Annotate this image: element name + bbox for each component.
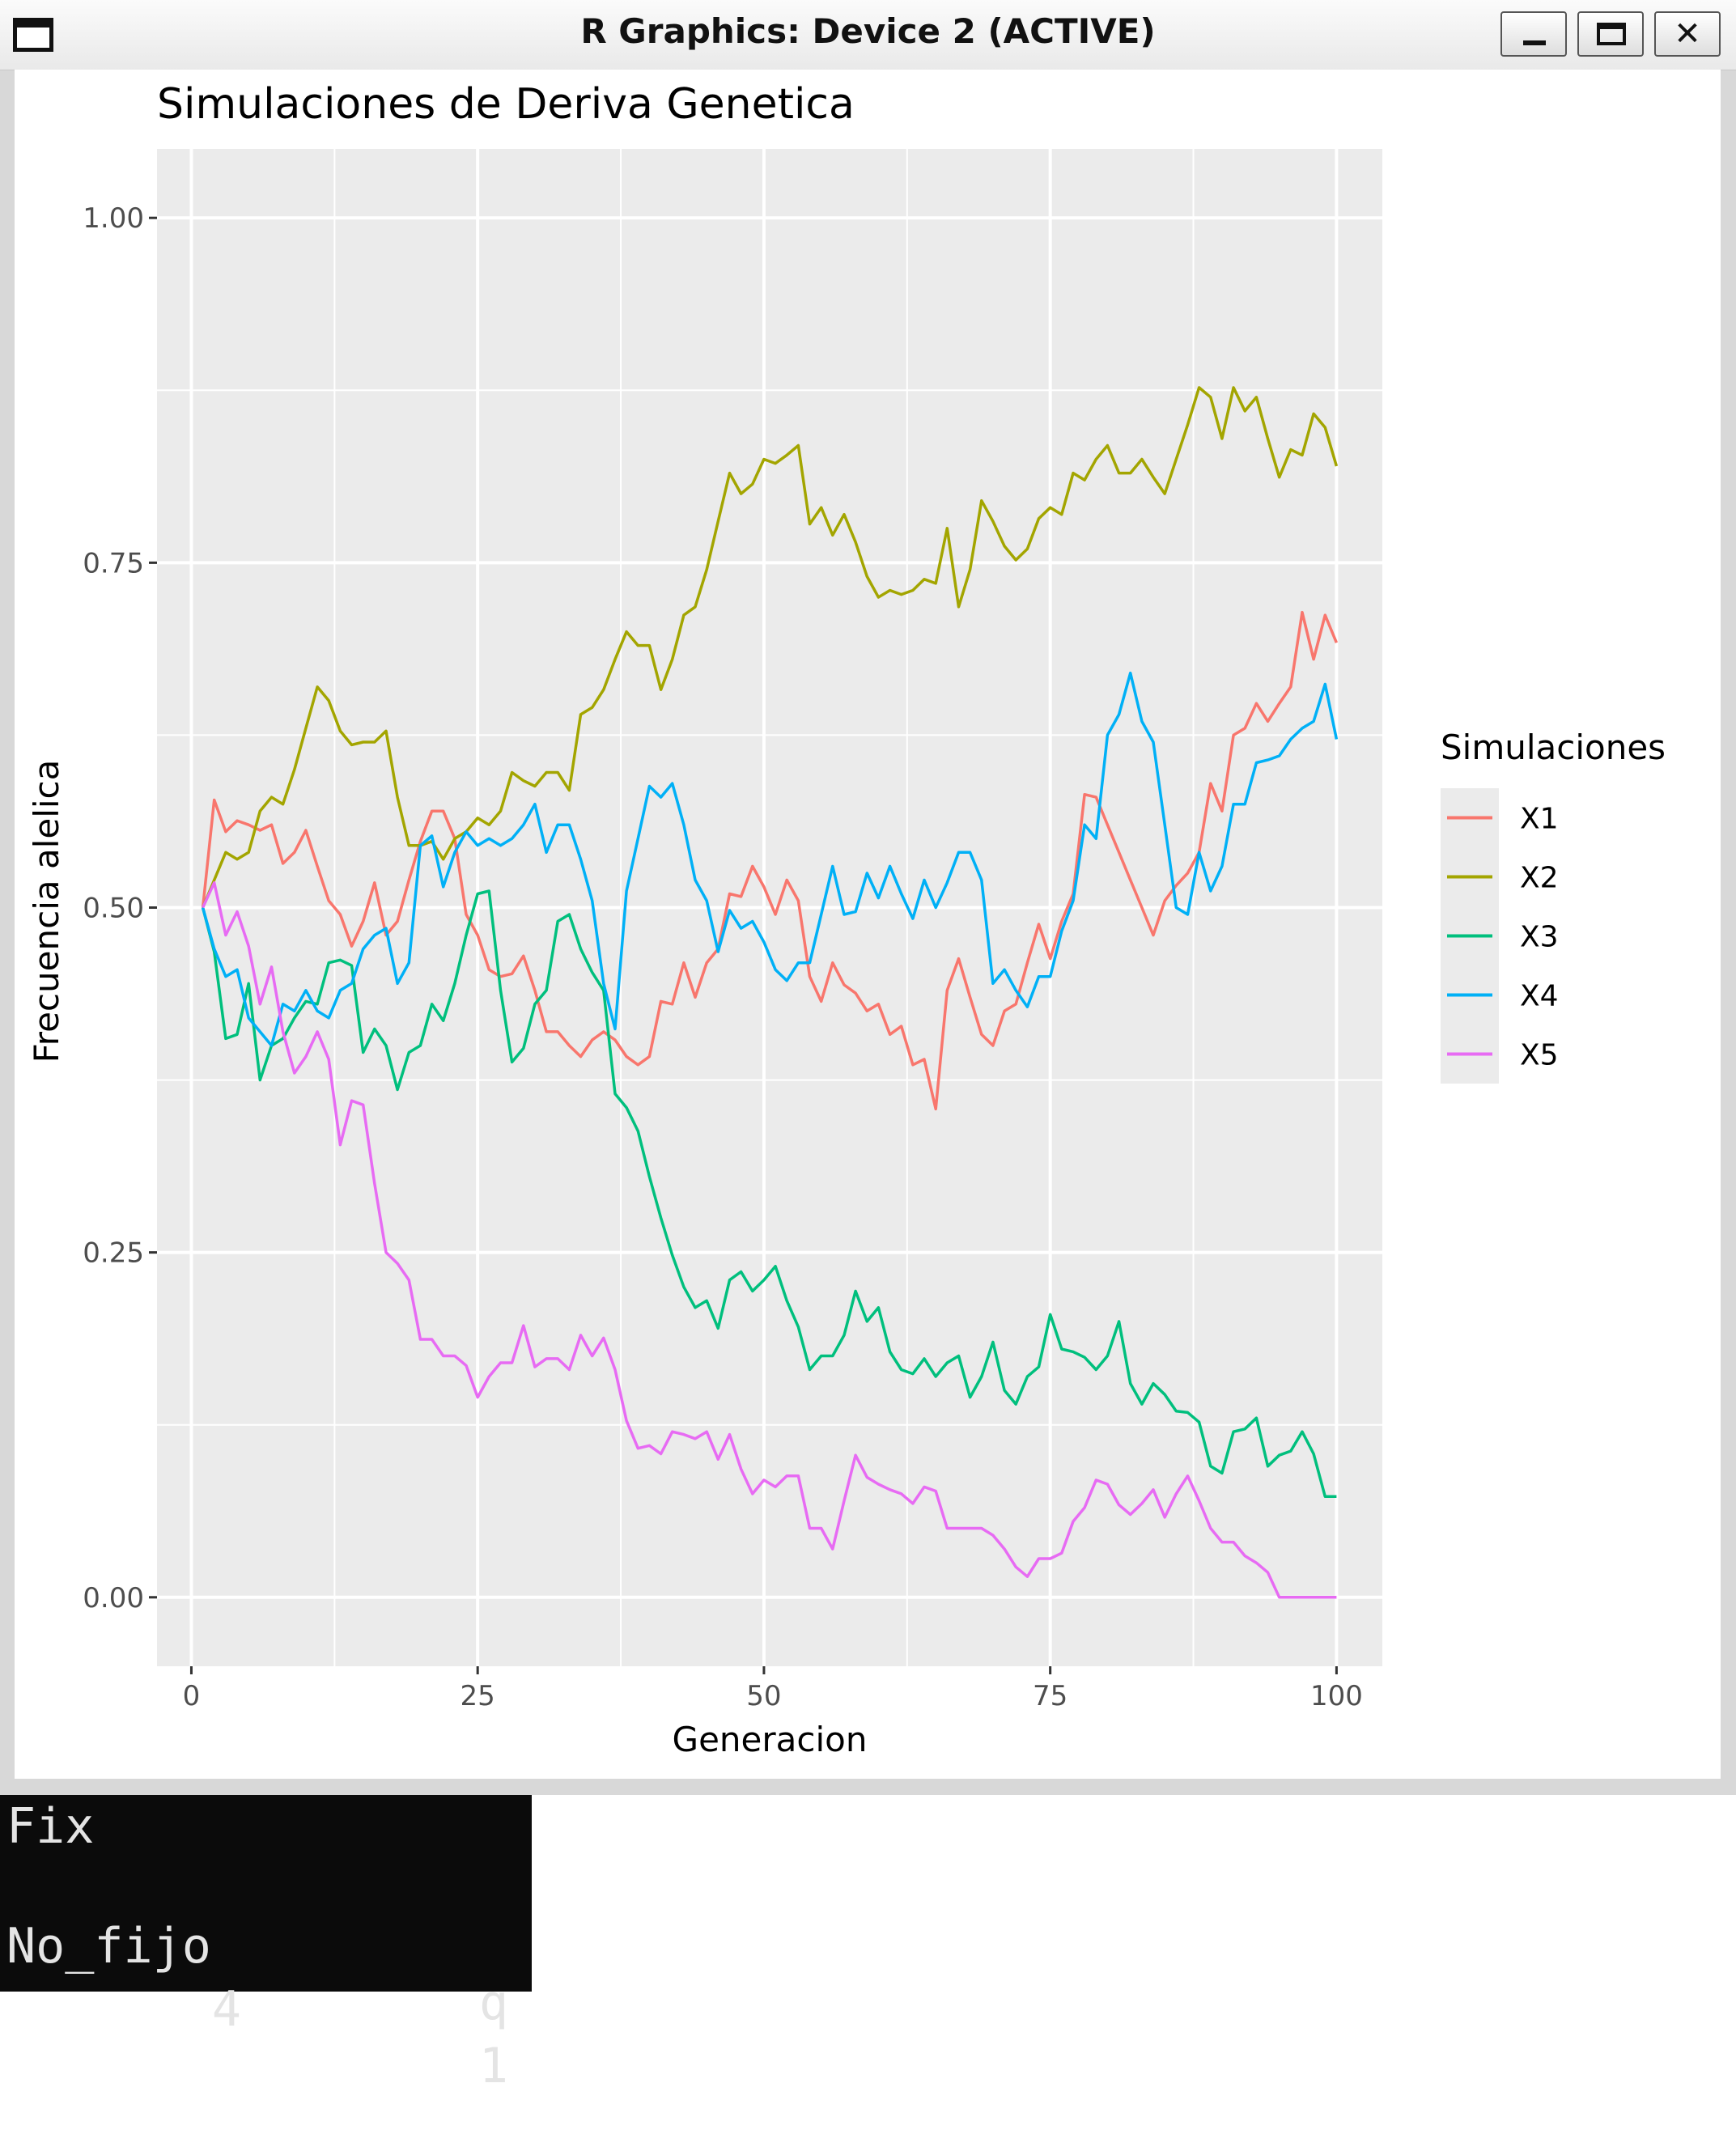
close-icon: ✕	[1674, 15, 1701, 53]
x-tick-label: 75	[1033, 1680, 1067, 1712]
plot-canvas: 0 25 50 75 100 0.00 0.25 0.50 0.75 1.00 Simulacio…	[15, 70, 1721, 1779]
maximize-button[interactable]	[1577, 11, 1644, 57]
legend-label-x4: X4	[1520, 980, 1559, 1013]
chart: 0 25 50 75 100 0.00 0.25 0.50 0.75 1.00 Simulacio…	[27, 80, 1666, 1759]
series-line-x5	[202, 881, 1337, 1599]
console-line-fix: Fix	[6, 1798, 95, 1855]
console-value-row: 4 1	[6, 1924, 508, 2151]
legend-label-x5: X5	[1520, 1039, 1559, 1072]
series-line-x1	[201, 610, 1339, 1111]
legend-title: Simulaciones	[1441, 728, 1666, 767]
minimize-icon	[1523, 40, 1546, 45]
window-titlebar[interactable]: R Graphics: Device 2 (ACTIVE) ✕	[0, 0, 1736, 70]
minimize-button[interactable]	[1500, 11, 1567, 57]
chart-title: Simulaciones de Deriva Genetica	[157, 80, 855, 129]
series-line-x3	[201, 889, 1337, 1499]
x-tick-label: 0	[183, 1680, 201, 1712]
window-title: R Graphics: Device 2 (ACTIVE)	[580, 11, 1156, 51]
close-button[interactable]: ✕	[1654, 11, 1721, 57]
y-tick-label: 0.50	[83, 893, 144, 925]
legend-label-x1: X1	[1520, 803, 1559, 836]
console-value-no-fijo: 4	[211, 1981, 241, 2038]
x-axis-label: Generacion	[673, 1720, 868, 1759]
y-tick-label: 0.00	[83, 1582, 144, 1614]
y-tick-label: 0.75	[83, 547, 144, 579]
series-line-x2	[201, 386, 1339, 909]
x-tick-label: 25	[461, 1680, 495, 1712]
y-tick-label: 1.00	[83, 202, 144, 235]
legend-label-x2: X2	[1520, 862, 1559, 895]
legend: Simulaciones X1 X2 X3 X4 X5	[1441, 728, 1666, 1084]
y-axis-label: Frecuencia alelica	[27, 760, 66, 1063]
r-console: Fix No_fijo q 4 1	[0, 1795, 532, 2094]
maximize-icon	[1597, 23, 1626, 45]
console-value-q: 1	[478, 2038, 508, 2094]
x-tick-label: 100	[1310, 1680, 1363, 1712]
series-line-x4	[201, 671, 1339, 1047]
console-header-no-fijo: No_fijo	[6, 1918, 211, 1975]
r-graphics-window: R Graphics: Device 2 (ACTIVE) ✕ 0 25 50 75 1…	[0, 0, 1736, 1795]
y-tick-label: 0.25	[83, 1237, 144, 1270]
window-menu-icon[interactable]	[13, 18, 53, 52]
legend-label-x3: X3	[1520, 921, 1559, 954]
x-tick-label: 50	[746, 1680, 781, 1712]
